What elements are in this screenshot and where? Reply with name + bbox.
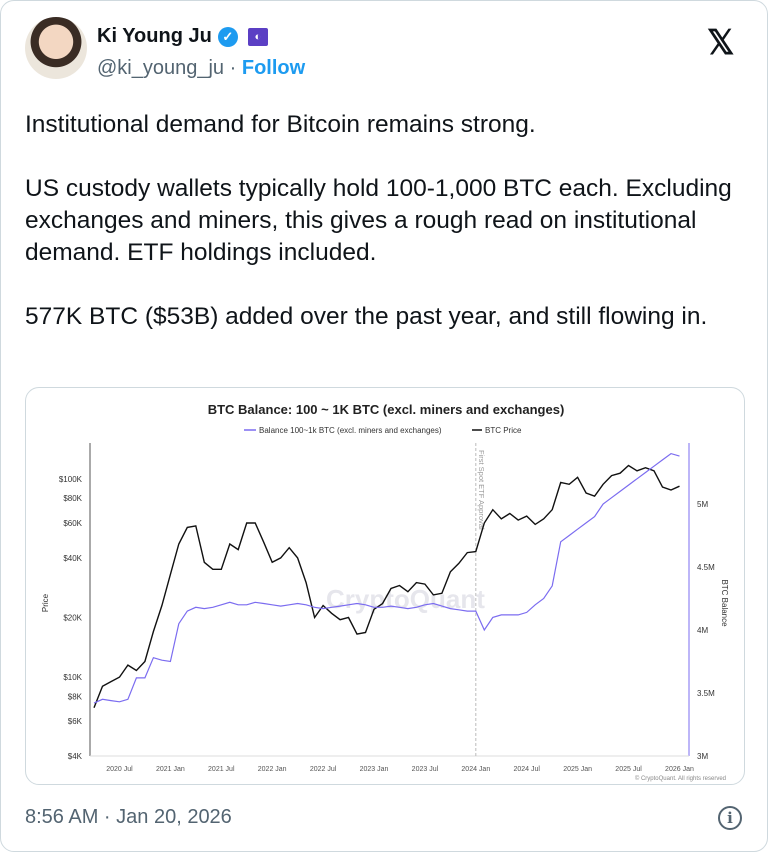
x-tick-label: 2026 Jan <box>665 766 694 773</box>
verified-badge-icon: ✓ <box>217 26 238 47</box>
y2-tick-label: 3.5M <box>697 689 715 698</box>
author-handle[interactable]: @ki_young_ju <box>97 57 225 79</box>
copyright: © CryptoQuant. All rights reserved <box>635 775 726 782</box>
timestamp[interactable]: 8:56 AM · Jan 20, 2026 <box>25 806 232 828</box>
y-tick-label: $10K <box>63 673 82 682</box>
author-name-row[interactable]: Ki Young Ju ✓ ◐ <box>97 25 268 48</box>
author-name[interactable]: Ki Young Ju <box>97 25 212 47</box>
avatar[interactable] <box>25 17 87 79</box>
legend-price: BTC Price <box>485 426 522 435</box>
chart-title: BTC Balance: 100 ~ 1K BTC (excl. miners … <box>208 402 565 417</box>
y-tick-label: $100K <box>59 475 83 484</box>
x-tick-label: 2025 Jan <box>563 766 592 773</box>
y-tick-label: $6K <box>68 717 83 726</box>
y2-tick-label: 4M <box>697 626 708 635</box>
separator: · <box>229 57 237 79</box>
y-tick-label: $60K <box>63 519 82 528</box>
y-tick-label: $40K <box>63 554 82 563</box>
balance-series-line <box>93 452 680 704</box>
info-icon[interactable]: i <box>718 806 742 830</box>
follow-button[interactable]: Follow <box>241 57 306 79</box>
y-tick-label: $20K <box>63 614 82 623</box>
y2-tick-label: 4.5M <box>697 563 715 572</box>
etf-annotation: First Spot ETF Approval <box>477 450 486 530</box>
tweet-text: Institutional demand for Bitcoin remains… <box>25 111 732 330</box>
x-tick-label: 2020 Jul <box>106 766 133 773</box>
x-tick-label: 2021 Jul <box>208 766 235 773</box>
chart-image[interactable]: BTC Balance: 100 ~ 1K BTC (excl. miners … <box>25 387 745 785</box>
x-tick-label: 2024 Jul <box>513 766 540 773</box>
y-tick-label: $4K <box>68 752 83 761</box>
x-logo-icon[interactable]: 𝕏 <box>707 24 735 62</box>
watermark: CryptoQuant <box>326 584 485 614</box>
legend-balance: Balance 100~1k BTC (excl. miners and exc… <box>259 426 442 435</box>
affiliate-badge-icon[interactable]: ◐ <box>247 27 268 46</box>
y-tick-label: $8K <box>68 692 83 701</box>
y-axis-label: Price <box>41 593 50 612</box>
chart-svg: BTC Balance: 100 ~ 1K BTC (excl. miners … <box>41 402 729 782</box>
x-tick-label: 2021 Jan <box>156 766 185 773</box>
y2-axis-label: BTC Balance <box>720 579 729 627</box>
x-tick-label: 2024 Jan <box>461 766 490 773</box>
y2-tick-label: 5M <box>697 500 708 509</box>
x-tick-label: 2023 Jul <box>412 766 439 773</box>
y2-tick-label: 3M <box>697 752 708 761</box>
y-tick-label: $80K <box>63 494 82 503</box>
handle-row: @ki_young_ju · Follow <box>97 57 305 80</box>
x-tick-label: 2022 Jan <box>258 766 287 773</box>
x-tick-label: 2025 Jul <box>615 766 642 773</box>
x-tick-label: 2023 Jan <box>360 766 389 773</box>
price-series-line <box>93 464 680 709</box>
x-tick-label: 2022 Jul <box>310 766 337 773</box>
